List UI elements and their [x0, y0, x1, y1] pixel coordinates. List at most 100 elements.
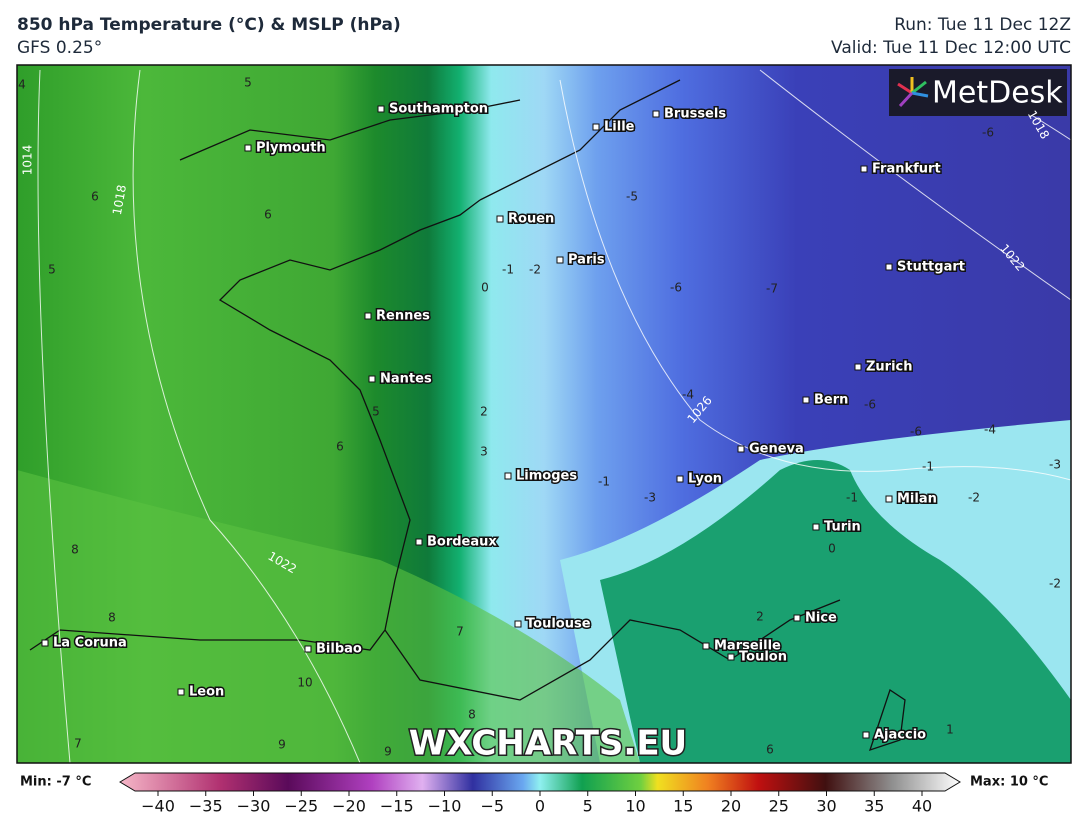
contour-label: 7	[456, 625, 464, 639]
city-label: Bordeaux	[427, 535, 497, 550]
city-marker	[244, 144, 252, 152]
city-marker	[860, 165, 868, 173]
contour-label: 6	[91, 190, 99, 204]
city-marker	[496, 215, 504, 223]
city-marker	[377, 105, 385, 113]
logo-icon	[897, 77, 929, 108]
city-marker	[415, 538, 423, 546]
contour-label: -1	[922, 460, 934, 474]
city-marker	[177, 688, 185, 696]
contour-label: 8	[468, 708, 476, 722]
colorbar-tick-label: 25	[769, 797, 789, 816]
contour-label: -4	[682, 388, 694, 402]
city-marker	[737, 445, 745, 453]
valid-time: Valid: Tue 11 Dec 12:00 UTC	[831, 38, 1071, 58]
contour-label: -5	[626, 190, 638, 204]
map-frame	[16, 64, 1072, 764]
contour-label: -1	[502, 263, 514, 277]
city-label: Zurich	[866, 360, 913, 375]
contour-label: -1	[846, 491, 858, 505]
colorbar-tick-label: −30	[237, 797, 271, 816]
contour-label: -1	[598, 475, 610, 489]
contour-label: 10	[297, 676, 312, 690]
colorbar-tick-label: −10	[428, 797, 462, 816]
contour-label: 2	[480, 405, 488, 419]
city-label: Paris	[568, 253, 605, 268]
legend-min: Min: -7 °C	[20, 775, 91, 790]
contour-label: 0	[828, 542, 836, 556]
colorbar-tick-label: 10	[625, 797, 645, 816]
city-label: Stuttgart	[897, 260, 965, 275]
contour-label: 6	[264, 208, 272, 222]
contour-label: -4	[984, 423, 996, 437]
contour-label: 8	[108, 611, 116, 625]
city-marker	[41, 639, 49, 647]
city-marker	[862, 731, 870, 739]
contour-label: 7	[74, 737, 82, 751]
city-label: Milan	[897, 492, 937, 507]
city-marker	[702, 642, 710, 650]
colorbar-tick-label: 20	[721, 797, 741, 816]
warm-area-sw	[17, 470, 640, 763]
city-label: Lille	[604, 120, 635, 135]
city-label: Rouen	[508, 212, 554, 227]
city-marker	[802, 396, 810, 404]
contour-label: 9	[278, 738, 286, 752]
colorbar-tick-label: 35	[864, 797, 884, 816]
logo-box	[889, 69, 1067, 116]
contour-label: -6	[670, 281, 682, 295]
contour-label: 2	[756, 610, 764, 624]
contour-label: -3	[1049, 458, 1061, 472]
contour-label: 5	[48, 263, 56, 277]
contour-label: -7	[766, 282, 778, 296]
contour-label: -6	[982, 126, 994, 140]
city-label: Toulon	[739, 650, 787, 665]
city-marker	[652, 110, 660, 118]
colorbar-tick-label: 30	[816, 797, 836, 816]
city-marker	[793, 614, 801, 622]
colorbar-tick-label: −15	[380, 797, 414, 816]
contour-label: 9	[384, 745, 392, 759]
city-label: Plymouth	[256, 141, 326, 156]
contour-label: 4	[18, 78, 26, 92]
city-label: Frankfurt	[872, 162, 941, 177]
city-label: Bern	[814, 393, 848, 408]
colorbar-tick-label: −5	[480, 797, 504, 816]
contour-label: 6	[766, 743, 774, 757]
contour-label: -2	[529, 263, 541, 277]
watermark: WXCHARTS.EU	[409, 724, 687, 764]
contour-label: 1014	[21, 145, 35, 176]
colorbar-tick-label: 5	[583, 797, 593, 816]
model: GFS 0.25°	[17, 38, 102, 58]
contour-label: 0	[481, 281, 489, 295]
city-label: Turin	[824, 520, 861, 535]
colorbar-tick-label: −20	[332, 797, 366, 816]
contour-label: 5	[244, 76, 252, 90]
city-label: Toulouse	[526, 617, 591, 632]
green-area-south	[600, 460, 1071, 763]
colorbar-tick-label: −40	[141, 797, 175, 816]
city-marker	[504, 472, 512, 480]
city-marker	[592, 123, 600, 131]
contour-label: 5	[372, 405, 380, 419]
city-marker	[556, 256, 564, 264]
city-marker	[304, 645, 312, 653]
city-label: Lyon	[688, 472, 722, 487]
city-label: Bilbao	[316, 642, 362, 657]
city-label: Leon	[189, 685, 224, 700]
contour-label: -3	[644, 491, 656, 505]
contour-label: 6	[336, 440, 344, 454]
city-label: Nantes	[380, 372, 432, 387]
colorbar-tick-label: 15	[673, 797, 693, 816]
city-label: Nice	[805, 611, 837, 626]
city-label: Southampton	[389, 102, 488, 117]
coastlines	[29, 79, 906, 752]
contour-label: 1018	[110, 184, 129, 217]
contour-label: -6	[910, 425, 922, 439]
colorbar-tick-label: 40	[912, 797, 932, 816]
logo-text: MetDesk	[932, 76, 1063, 111]
map-area	[17, 65, 1071, 763]
colorbar	[119, 772, 961, 792]
